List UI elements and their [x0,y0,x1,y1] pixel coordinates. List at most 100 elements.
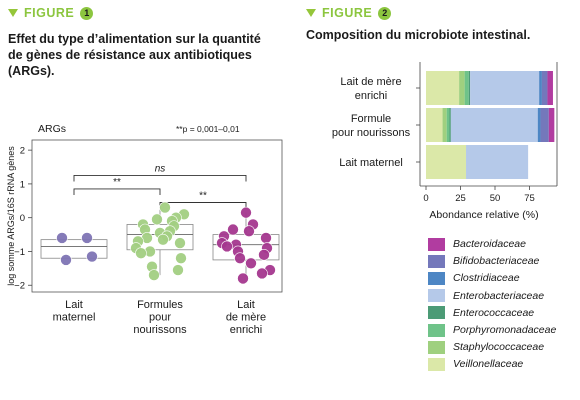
data-point [135,247,147,259]
legend-swatch [428,323,445,337]
bar-segment [442,108,447,142]
x-tick-label: 75 [524,193,535,204]
data-point [234,252,246,265]
data-point [159,201,171,214]
y-tick-label: 2 [20,146,25,157]
y-tick-label: −2 [14,281,25,292]
legend-item: Enterococcaceae [428,305,534,321]
plot-frame [31,139,283,293]
bar-segment [466,145,529,179]
bar-segment [468,71,471,105]
y-tick-label: −1 [14,247,25,258]
significance-note: **p = 0,001–0,01 [176,124,240,134]
legend-item: Porphyromonadaceae [428,322,556,338]
legend-swatch [428,254,445,268]
bar-segment [540,108,549,142]
data-point [240,206,252,219]
x-category-label: Lait [65,299,83,311]
y-axis-label: log somme ARGs/16S rRNA gènes [6,146,16,286]
box [40,239,108,259]
figure-2-label: FIGURE 2 [306,4,392,22]
legend-item: Staphylococcaceae [428,339,544,355]
significance-label: ** [199,190,207,201]
x-tick-label: 50 [490,193,501,204]
x-category-label: pour [149,312,171,324]
data-point [245,257,257,270]
data-point [237,272,249,285]
figure-2-number-badge: 2 [378,6,392,20]
x-category-label: Lait [237,299,255,311]
bar-segment [446,108,450,142]
y-category-label: enrichi [355,90,387,102]
data-point [256,267,268,280]
legend-label: Enterobacteriaceae [453,289,545,302]
figure-1-title-line: de gènes de résistance aux antibiotiques [8,48,252,62]
legend-swatch [428,306,445,320]
arg-boxplot-chart: ARGs **p = 0,001–0,01 −2 −1 0 1 2 log somme ARG… [6,123,283,336]
data-point [86,250,98,263]
data-point [81,232,93,244]
data-point [148,269,160,281]
significance-label: ** [113,177,121,188]
figure-1-label-text: FIGURE [24,6,75,20]
triangle-icon [306,9,316,17]
x-tick-label: 25 [455,193,466,204]
bar-segment [547,71,553,105]
data-point [60,254,72,266]
bar-segment [426,145,467,179]
legend-swatch [428,340,445,354]
data-point [221,240,233,253]
significance-bracket [73,175,247,182]
data-point [151,213,163,226]
box [126,224,194,251]
legend-swatch [428,237,445,251]
legend-label: Bifidobacteriaceae [453,255,540,268]
x-category-label: de mère [226,312,266,324]
figure-1-number-badge: 1 [80,6,94,20]
x-tick-label: 0 [423,193,428,204]
data-point [243,225,255,237]
legend-swatch [428,271,445,285]
legend-label: Bacteroidaceae [453,238,526,250]
y-tick-label: 0 [20,213,25,224]
figure-2-title: Composition du microbiote intestinal. [306,28,531,42]
x-category-label: nourissons [133,324,187,336]
data-point [157,233,169,246]
x-category-label: maternel [53,312,96,324]
bar-segment [449,108,451,142]
data-point [258,249,270,261]
legend-item: Clostridiaceae [428,270,520,286]
bar-segment [450,108,538,142]
data-point [175,252,187,265]
figure-1-label: FIGURE 1 [8,4,94,22]
bar-segment [537,108,541,142]
legend-label: Staphylococcaceae [453,341,545,354]
figure-2-label-text: FIGURE [322,6,373,20]
x-category-label: Formules [137,299,183,311]
bar-segment [548,108,555,142]
legend-item: Enterobacteriaceae [428,288,544,304]
legend-item: Bacteroidaceae [428,236,526,252]
legend-item: Bifidobacteriaceae [428,253,539,269]
significance-label: ns [155,163,166,174]
data-point [56,232,68,244]
microbiota-stacked-bar-chart: 0 25 50 75 Abondance relative (%) Lait de mèr… [332,62,558,221]
y-category-label: Lait maternel [339,157,403,169]
x-category-label: enrichi [230,324,262,336]
legend-label: Enterococcaceae [453,306,535,319]
bar-segment [539,71,542,105]
y-tick-label: 1 [20,179,25,190]
triangle-icon [8,9,18,17]
figure-1-title: Effet du type d’alimentation sur la quan… [8,31,293,79]
data-point [174,237,186,249]
figure-1-title-line: Effet du type d’alimentation sur la quan… [8,32,261,46]
data-point [172,264,184,276]
y-category-label: pour nourissons [332,127,411,139]
legend-label: Porphyromonadaceae [453,324,557,336]
bar-segment [464,71,469,105]
data-point [227,223,239,236]
legend-label: Veillonellaceae [453,358,524,371]
bar-segment [470,71,540,105]
bar-segment [459,71,465,105]
legend-swatch [428,289,445,303]
